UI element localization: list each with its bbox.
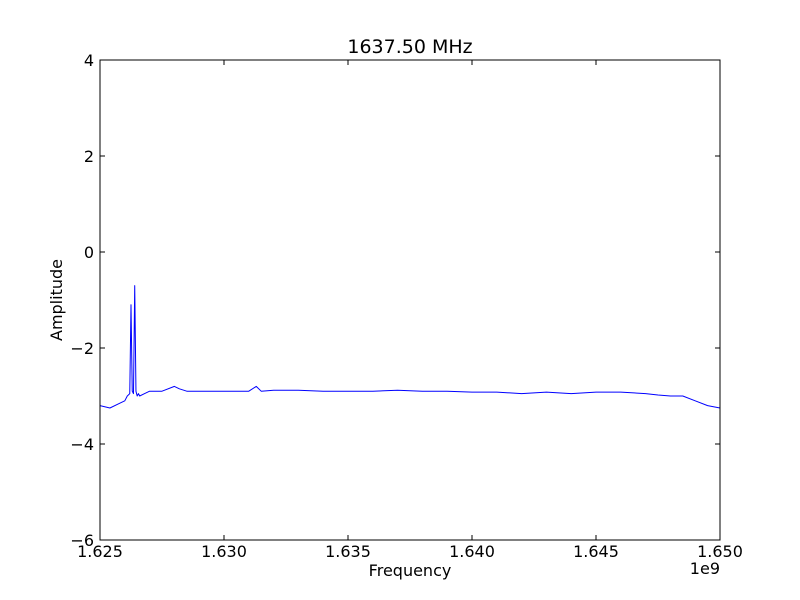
y-axis-label: Amplitude [47,259,66,341]
x-offset-label: 1e9 [690,559,720,578]
y-tick-label: −6 [70,531,94,550]
x-axis-label: Frequency [369,561,452,580]
y-tick-labels: −6 −4 −2 0 2 4 [70,51,94,550]
y-tick-label: −4 [70,435,94,454]
x-tick-label: 1.640 [449,542,495,561]
y-tick-label: 2 [84,147,94,166]
plot-area [100,60,720,540]
x-tick-label: 1.635 [325,542,371,561]
series-layer [99,285,721,409]
x-tick-label: 1.645 [573,542,619,561]
series-line-0 [99,285,721,409]
y-tick-label: 4 [84,51,94,70]
x-tick-labels: 1.625 1.630 1.635 1.640 1.645 1.650 [77,542,743,561]
x-tick-label: 1.630 [201,542,247,561]
axes-frame [99,59,721,541]
chart-title: 1637.50 MHz [347,36,472,58]
y-tick-label: 0 [84,243,94,262]
x-tick-label: 1.650 [697,542,743,561]
y-tick-label: −2 [70,339,94,358]
x-tick-label: 1.625 [77,542,123,561]
